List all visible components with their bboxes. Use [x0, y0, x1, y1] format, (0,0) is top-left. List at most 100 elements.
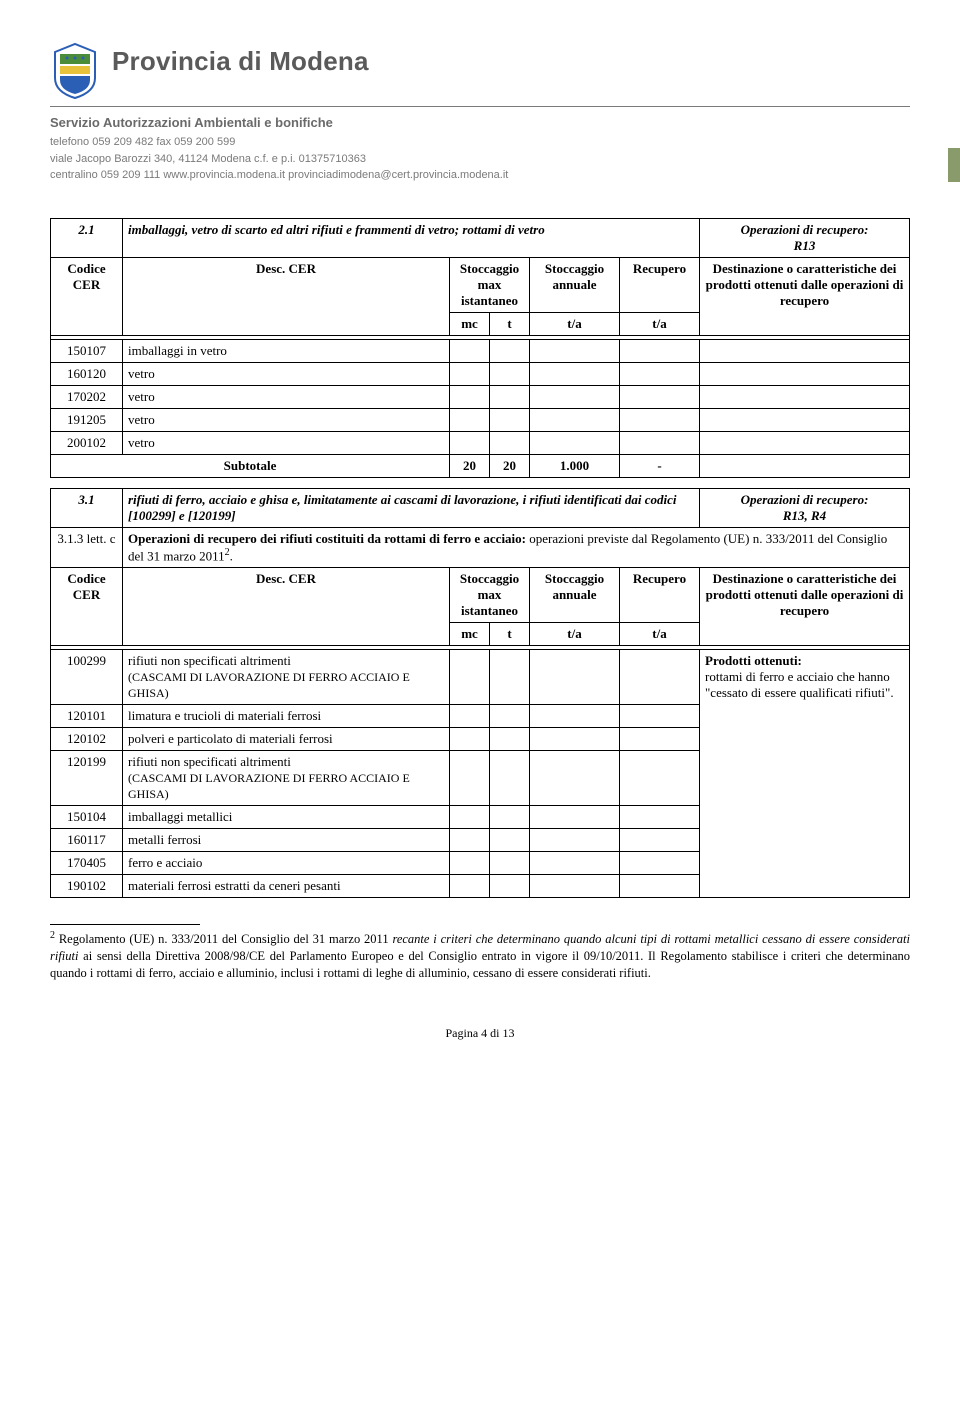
cell-empty	[450, 828, 490, 851]
col-ta: t/a	[530, 312, 620, 335]
table-row: 191205vetro	[51, 408, 910, 431]
col-recupero: Recupero	[620, 567, 700, 622]
cell-desc: imballaggi metallici	[123, 805, 450, 828]
cell-empty	[620, 750, 700, 805]
col-stocc-ann: Stoccaggio annuale	[530, 567, 620, 622]
cell-desc: rifiuti non specificati altrimenti(CASCA…	[123, 750, 450, 805]
footnote-divider	[50, 924, 200, 925]
cell-desc: polveri e particolato di materiali ferro…	[123, 727, 450, 750]
section-title: imballaggi, vetro di scarto ed altri rif…	[123, 218, 700, 257]
section-num: 2.1	[51, 218, 123, 257]
col-desc: Desc. CER	[123, 567, 450, 645]
cell-code: 200102	[51, 431, 123, 454]
cell-empty	[530, 828, 620, 851]
service-name: Servizio Autorizzazioni Ambientali e bon…	[50, 115, 910, 130]
cell-empty	[700, 408, 910, 431]
page-side-tab	[948, 148, 960, 182]
cell-empty	[450, 704, 490, 727]
row2-text: Operazioni di recupero dei rifiuti costi…	[123, 527, 910, 567]
col-stocc-max: Stoccaggio max istantaneo	[450, 567, 530, 622]
cell-empty	[700, 362, 910, 385]
subtotal-label: Subtotale	[51, 454, 450, 477]
cell-empty	[450, 362, 490, 385]
cell-code: 170202	[51, 385, 123, 408]
col-mc: mc	[450, 622, 490, 645]
cell-empty	[490, 362, 530, 385]
cell-empty	[490, 874, 530, 897]
cell-empty	[620, 431, 700, 454]
contact-line: telefono 059 209 482 fax 059 200 599	[50, 134, 910, 151]
cell-empty	[450, 805, 490, 828]
table-row: 200102vetro	[51, 431, 910, 454]
cell-desc: vetro	[123, 408, 450, 431]
cell-empty	[700, 431, 910, 454]
cell-empty	[490, 851, 530, 874]
cell-code: 150107	[51, 339, 123, 362]
cell-empty	[450, 385, 490, 408]
cell-code: 120101	[51, 704, 123, 727]
cell-empty	[530, 727, 620, 750]
contact-line: viale Jacopo Barozzi 340, 41124 Modena c…	[50, 151, 910, 168]
org-title: Provincia di Modena	[112, 46, 910, 77]
cell-empty	[530, 851, 620, 874]
cell-empty	[530, 408, 620, 431]
cell-empty	[490, 704, 530, 727]
cell-code: 100299	[51, 649, 123, 704]
cell-empty	[450, 339, 490, 362]
cell-desc: metalli ferrosi	[123, 828, 450, 851]
cell-desc: materiali ferrosi estratti da ceneri pes…	[123, 874, 450, 897]
cell-empty	[530, 362, 620, 385]
footnote: 2 Regolamento (UE) n. 333/2011 del Consi…	[50, 924, 910, 982]
col-recupero: Recupero	[620, 257, 700, 312]
cell-empty	[490, 750, 530, 805]
cell-empty	[530, 339, 620, 362]
cell-desc: vetro	[123, 431, 450, 454]
cell-desc: vetro	[123, 385, 450, 408]
cell-code: 150104	[51, 805, 123, 828]
subtotal-t: 20	[490, 454, 530, 477]
col-dest: Destinazione o caratteristiche dei prodo…	[700, 567, 910, 645]
cell-empty	[620, 874, 700, 897]
col-codice: Codice CER	[51, 567, 123, 645]
cell-empty	[620, 851, 700, 874]
cell-empty	[620, 704, 700, 727]
cell-empty	[490, 805, 530, 828]
section-31-table: 3.1 rifiuti di ferro, acciaio e ghisa e,…	[50, 488, 910, 898]
cell-empty	[450, 431, 490, 454]
cell-empty	[490, 649, 530, 704]
section-title: rifiuti di ferro, acciaio e ghisa e, lim…	[123, 488, 700, 527]
cell-empty	[620, 339, 700, 362]
cell-empty	[620, 408, 700, 431]
cell-empty	[530, 805, 620, 828]
cell-empty	[490, 408, 530, 431]
cell-dest: Prodotti ottenuti:rottami di ferro e acc…	[700, 649, 910, 897]
subtotal-mc: 20	[450, 454, 490, 477]
col-t: t	[490, 622, 530, 645]
cell-empty	[490, 727, 530, 750]
cell-desc: ferro e acciaio	[123, 851, 450, 874]
op-recovery: Operazioni di recupero: R13	[700, 218, 910, 257]
cell-empty	[450, 649, 490, 704]
cell-desc: vetro	[123, 362, 450, 385]
subtotal-ann: 1.000	[530, 454, 620, 477]
cell-empty	[530, 431, 620, 454]
cell-code: 170405	[51, 851, 123, 874]
cell-code: 191205	[51, 408, 123, 431]
table-row: 100299rifiuti non specificati altrimenti…	[51, 649, 910, 704]
cell-empty	[700, 385, 910, 408]
cell-empty	[530, 750, 620, 805]
cell-empty	[530, 874, 620, 897]
cell-desc: limatura e trucioli di materiali ferrosi	[123, 704, 450, 727]
cell-empty	[620, 727, 700, 750]
cell-empty	[620, 362, 700, 385]
cell-empty	[530, 704, 620, 727]
province-crest-icon	[50, 40, 100, 100]
op-recovery: Operazioni di recupero: R13, R4	[700, 488, 910, 527]
table-row: 170202vetro	[51, 385, 910, 408]
col-ta: t/a	[530, 622, 620, 645]
subtotal-rec: -	[620, 454, 700, 477]
cell-code: 160120	[51, 362, 123, 385]
cell-code: 160117	[51, 828, 123, 851]
cell-code: 190102	[51, 874, 123, 897]
cell-desc: rifiuti non specificati altrimenti(CASCA…	[123, 649, 450, 704]
